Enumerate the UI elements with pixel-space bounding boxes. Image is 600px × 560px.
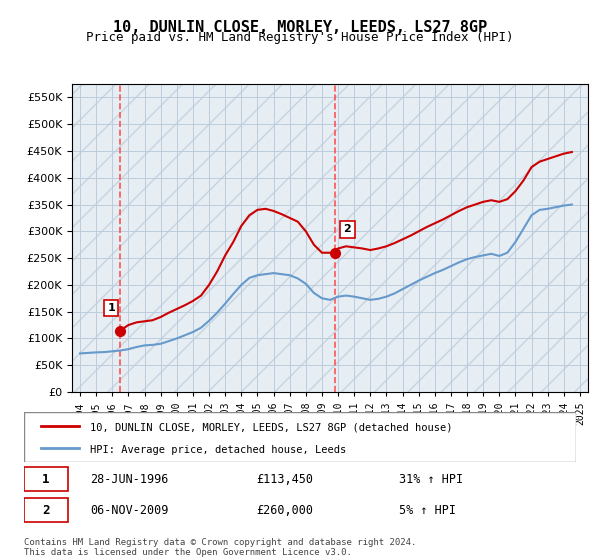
Text: 10, DUNLIN CLOSE, MORLEY, LEEDS, LS27 8GP: 10, DUNLIN CLOSE, MORLEY, LEEDS, LS27 8G…	[113, 20, 487, 35]
Text: 10, DUNLIN CLOSE, MORLEY, LEEDS, LS27 8GP (detached house): 10, DUNLIN CLOSE, MORLEY, LEEDS, LS27 8G…	[90, 423, 453, 433]
FancyBboxPatch shape	[24, 468, 68, 491]
Text: 28-JUN-1996: 28-JUN-1996	[90, 473, 169, 486]
Text: 1: 1	[107, 303, 115, 313]
Text: 2: 2	[43, 504, 50, 517]
Text: Price paid vs. HM Land Registry's House Price Index (HPI): Price paid vs. HM Land Registry's House …	[86, 31, 514, 44]
Text: 5% ↑ HPI: 5% ↑ HPI	[400, 504, 457, 517]
Text: £113,450: £113,450	[256, 473, 313, 486]
Text: 2: 2	[344, 225, 351, 235]
Text: 1: 1	[43, 473, 50, 486]
Text: HPI: Average price, detached house, Leeds: HPI: Average price, detached house, Leed…	[90, 445, 346, 455]
FancyBboxPatch shape	[24, 412, 576, 462]
FancyBboxPatch shape	[24, 498, 68, 522]
Text: Contains HM Land Registry data © Crown copyright and database right 2024.
This d: Contains HM Land Registry data © Crown c…	[24, 538, 416, 557]
Text: 06-NOV-2009: 06-NOV-2009	[90, 504, 169, 517]
Text: £260,000: £260,000	[256, 504, 313, 517]
Text: 31% ↑ HPI: 31% ↑ HPI	[400, 473, 463, 486]
